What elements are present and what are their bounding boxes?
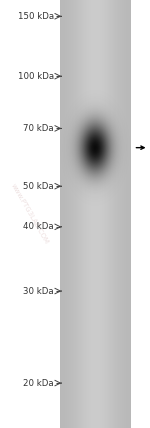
Bar: [60, 0, 130, 428]
Text: 150 kDa: 150 kDa: [18, 12, 54, 21]
Text: 40 kDa: 40 kDa: [23, 222, 54, 232]
Text: 30 kDa: 30 kDa: [23, 286, 54, 296]
Text: 50 kDa: 50 kDa: [23, 181, 54, 191]
Text: www.PTG3LAB.COM: www.PTG3LAB.COM: [10, 183, 50, 245]
Text: 70 kDa: 70 kDa: [23, 124, 54, 133]
Text: 20 kDa: 20 kDa: [23, 378, 54, 388]
Text: 100 kDa: 100 kDa: [18, 71, 54, 81]
